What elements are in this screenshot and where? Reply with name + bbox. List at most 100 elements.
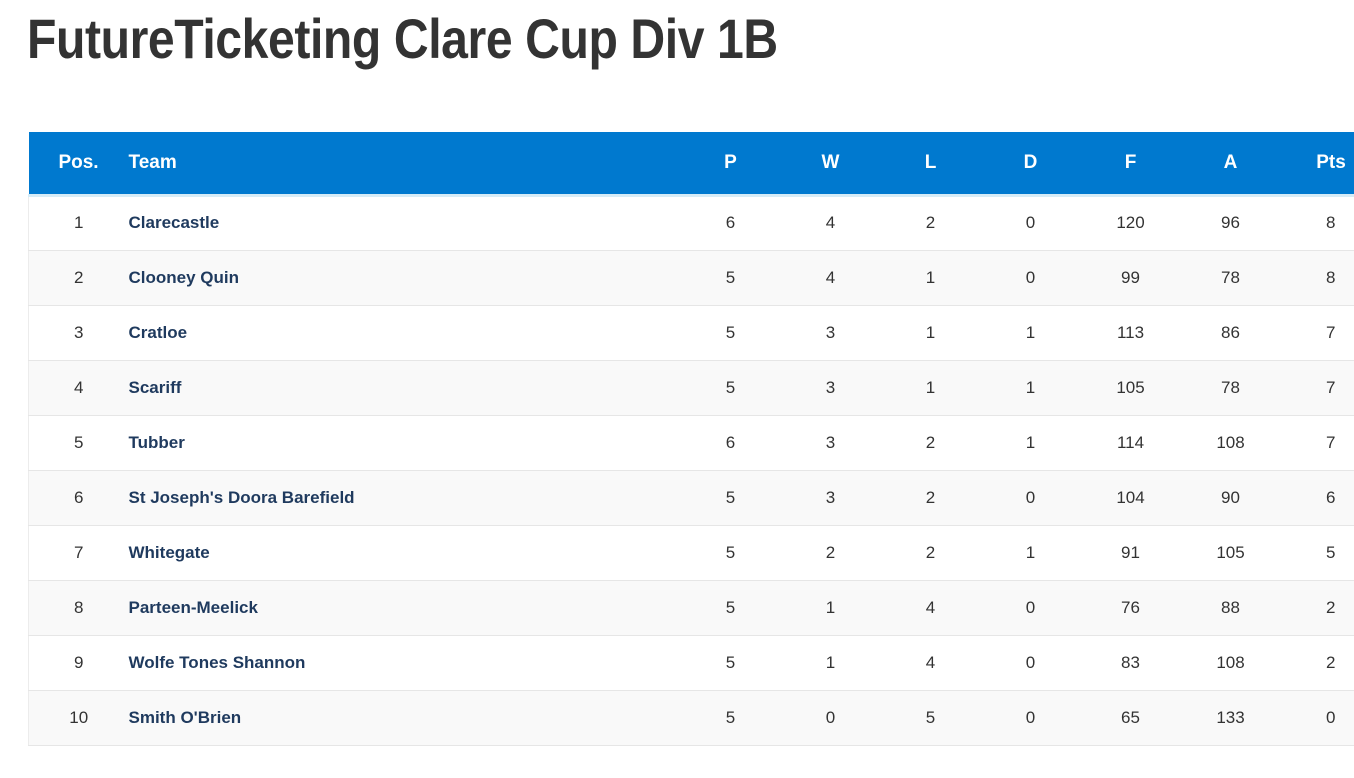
cell-pos: 8 (28, 580, 129, 636)
cell-played: 6 (680, 415, 781, 471)
table-row: 5 Tubber 6 3 2 1 114 108 7 (28, 415, 1354, 471)
cell-drawn: 1 (980, 525, 1081, 581)
cell-pos: 2 (28, 250, 129, 306)
cell-played: 5 (680, 525, 781, 581)
header-pos: Pos. (28, 132, 129, 197)
header-lost: L (880, 132, 981, 197)
cell-team: Clooney Quin (128, 250, 681, 306)
cell-points: 6 (1280, 470, 1354, 526)
cell-for: 105 (1080, 360, 1181, 416)
cell-played: 5 (680, 250, 781, 306)
cell-drawn: 0 (980, 250, 1081, 306)
table-row: 6 St Joseph's Doora Barefield 5 3 2 0 104 90 6 (28, 470, 1354, 526)
cell-team: Wolfe Tones Shannon (128, 635, 681, 691)
table-row: 10 Smith O'Brien 5 0 5 0 65 133 0 (28, 690, 1354, 746)
cell-drawn: 0 (980, 195, 1081, 251)
cell-lost: 1 (880, 250, 981, 306)
cell-against: 108 (1180, 415, 1281, 471)
cell-against: 90 (1180, 470, 1281, 526)
cell-drawn: 1 (980, 305, 1081, 361)
cell-team: Whitegate (128, 525, 681, 581)
cell-lost: 5 (880, 690, 981, 746)
cell-won: 3 (780, 415, 881, 471)
cell-points: 2 (1280, 580, 1354, 636)
cell-against: 88 (1180, 580, 1281, 636)
header-for: F (1080, 132, 1181, 197)
cell-won: 1 (780, 635, 881, 691)
cell-pos: 5 (28, 415, 129, 471)
table-row: 4 Scariff 5 3 1 1 105 78 7 (28, 360, 1354, 416)
cell-for: 91 (1080, 525, 1181, 581)
cell-played: 5 (680, 470, 781, 526)
cell-points: 2 (1280, 635, 1354, 691)
cell-drawn: 0 (980, 635, 1081, 691)
cell-lost: 2 (880, 525, 981, 581)
header-won: W (780, 132, 881, 197)
cell-for: 113 (1080, 305, 1181, 361)
team-link[interactable]: Clooney Quin (128, 267, 240, 287)
header-points: Pts (1280, 132, 1354, 197)
cell-against: 133 (1180, 690, 1281, 746)
table-row: 3 Cratloe 5 3 1 1 113 86 7 (28, 305, 1354, 361)
cell-played: 5 (680, 690, 781, 746)
cell-team: St Joseph's Doora Barefield (128, 470, 681, 526)
cell-lost: 4 (880, 635, 981, 691)
cell-team: Parteen-Meelick (128, 580, 681, 636)
cell-pos: 10 (28, 690, 129, 746)
cell-for: 65 (1080, 690, 1181, 746)
cell-won: 3 (780, 470, 881, 526)
team-link[interactable]: Scariff (128, 377, 182, 397)
table-row: 8 Parteen-Meelick 5 1 4 0 76 88 2 (28, 580, 1354, 636)
cell-drawn: 0 (980, 470, 1081, 526)
team-link[interactable]: Wolfe Tones Shannon (128, 652, 306, 672)
cell-points: 7 (1280, 305, 1354, 361)
header-played: P (680, 132, 781, 197)
cell-lost: 2 (880, 195, 981, 251)
cell-points: 8 (1280, 195, 1354, 251)
team-link[interactable]: St Joseph's Doora Barefield (128, 487, 355, 507)
cell-lost: 1 (880, 360, 981, 416)
cell-against: 105 (1180, 525, 1281, 581)
league-table: Pos. Team P W L D F A Pts 1 Clarecastle 6 4… (28, 132, 1354, 746)
cell-lost: 2 (880, 470, 981, 526)
cell-won: 4 (780, 250, 881, 306)
header-row: Pos. Team P W L D F A Pts (28, 132, 1354, 197)
table-row: 2 Clooney Quin 5 4 1 0 99 78 8 (28, 250, 1354, 306)
cell-drawn: 0 (980, 690, 1081, 746)
cell-played: 6 (680, 195, 781, 251)
cell-pos: 3 (28, 305, 129, 361)
cell-against: 108 (1180, 635, 1281, 691)
cell-won: 4 (780, 195, 881, 251)
cell-won: 3 (780, 360, 881, 416)
cell-for: 114 (1080, 415, 1181, 471)
cell-points: 8 (1280, 250, 1354, 306)
cell-team: Cratloe (128, 305, 681, 361)
header-drawn: D (980, 132, 1081, 197)
cell-for: 104 (1080, 470, 1181, 526)
table-row: 9 Wolfe Tones Shannon 5 1 4 0 83 108 2 (28, 635, 1354, 691)
header-team: Team (128, 132, 681, 197)
cell-team: Clarecastle (128, 195, 681, 251)
table-row: 7 Whitegate 5 2 2 1 91 105 5 (28, 525, 1354, 581)
team-link[interactable]: Smith O'Brien (128, 707, 242, 727)
team-link[interactable]: Tubber (128, 432, 185, 452)
cell-against: 78 (1180, 250, 1281, 306)
page-title: FutureTicketing Clare Cup Div 1B (27, 7, 778, 70)
cell-played: 5 (680, 305, 781, 361)
team-link[interactable]: Clarecastle (128, 213, 220, 232)
cell-against: 78 (1180, 360, 1281, 416)
cell-played: 5 (680, 635, 781, 691)
cell-won: 3 (780, 305, 881, 361)
cell-for: 99 (1080, 250, 1181, 306)
team-link[interactable]: Cratloe (128, 322, 188, 342)
cell-drawn: 0 (980, 580, 1081, 636)
cell-for: 76 (1080, 580, 1181, 636)
table-header: Pos. Team P W L D F A Pts (28, 132, 1354, 197)
cell-against: 96 (1180, 195, 1281, 251)
cell-pos: 1 (28, 195, 129, 251)
team-link[interactable]: Whitegate (128, 542, 210, 562)
cell-points: 7 (1280, 415, 1354, 471)
team-link[interactable]: Parteen-Meelick (128, 597, 258, 617)
cell-won: 1 (780, 580, 881, 636)
cell-team: Smith O'Brien (128, 690, 681, 746)
